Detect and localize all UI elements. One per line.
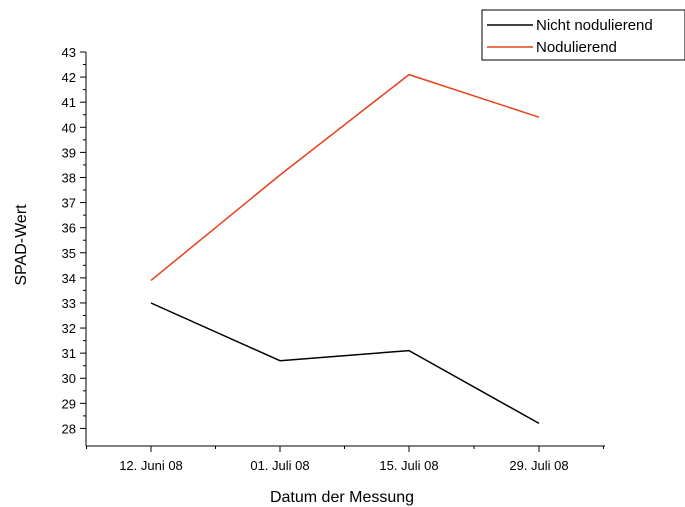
y-tick-label: 36: [62, 221, 76, 236]
y-tick-label: 30: [62, 371, 76, 386]
y-tick-label: 40: [62, 120, 76, 135]
y-tick-label: 37: [62, 196, 76, 211]
x-tick-label: 15. Juli 08: [379, 458, 438, 473]
series-line-nodulierend: [150, 73, 540, 281]
x-axis-ticks: 12. Juni 08 01. Juli 08 15. Juli 08 29. Jul…: [86, 446, 604, 473]
y-tick-label: 33: [62, 296, 76, 311]
y-tick-label: 34: [62, 271, 76, 286]
x-tick-label: 29. Juli 08: [509, 458, 568, 473]
axes: [85, 52, 605, 447]
y-tick-label: 42: [62, 70, 76, 85]
y-tick-label: 38: [62, 170, 76, 185]
y-tick-label: 43: [62, 45, 76, 60]
y-axis-ticks: 28 29 30 31 32 33 34 35 36 37 38 39 40 41 42 43: [62, 45, 86, 436]
y-tick-label: 32: [62, 321, 76, 336]
legend-label: Nicht nodulierend: [536, 17, 653, 34]
y-tick-label: 28: [62, 421, 76, 436]
y-tick-label: 31: [62, 346, 76, 361]
y-axis-title: SPAD-Wert: [13, 204, 30, 286]
legend-box: [481, 9, 685, 61]
x-axis-title: Datum der Messung: [270, 489, 414, 506]
x-tick-label: 12. Juni 08: [119, 458, 183, 473]
y-tick-label: 29: [62, 396, 76, 411]
y-tick-label: 39: [62, 145, 76, 160]
legend-label: Nodulierend: [536, 39, 617, 56]
series-lines: [150, 73, 540, 425]
y-tick-label: 35: [62, 246, 76, 261]
legend: Nicht nodulierend Nodulierend: [481, 9, 685, 61]
series-line-nicht-nodulierend: [150, 302, 540, 425]
y-tick-label: 41: [62, 95, 76, 110]
x-tick-label: 01. Juli 08: [250, 458, 309, 473]
